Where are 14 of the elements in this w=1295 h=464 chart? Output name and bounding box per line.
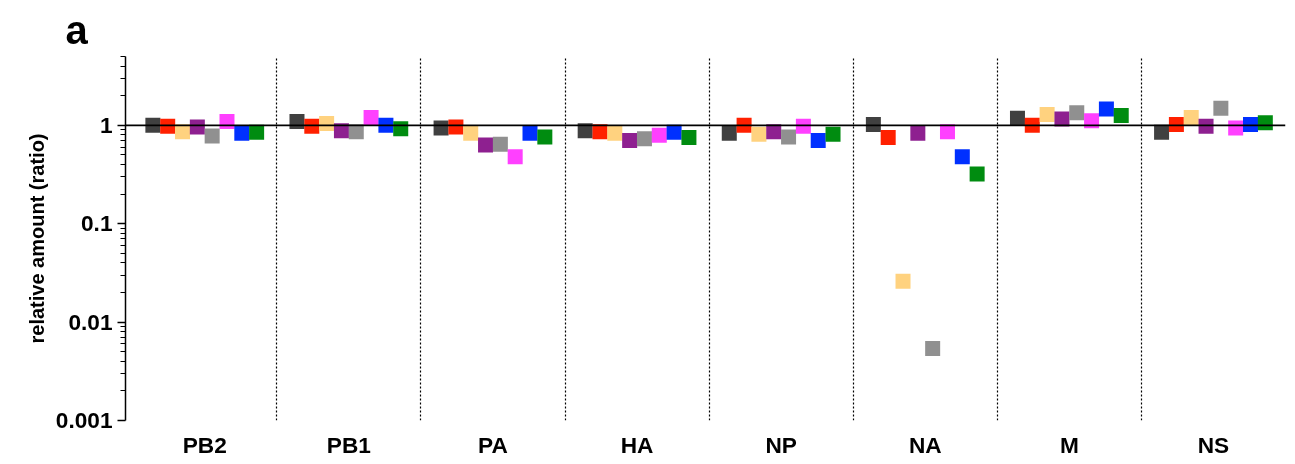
x-tick-label: PB2 [182, 431, 227, 458]
y-axis-title: relative amount (ratio) [25, 133, 48, 344]
x-tick-label: NS [1197, 431, 1230, 458]
chart-title: a [65, 7, 89, 52]
y-tick-label: 0.001 [55, 407, 113, 433]
y-tick-label: 1 [99, 111, 113, 138]
y-tick-label: 0.01 [68, 308, 113, 335]
x-tick-label: PB1 [326, 431, 371, 458]
x-tick-label: HA [620, 431, 654, 458]
y-tick-label: 0.1 [81, 210, 113, 237]
x-tick-label: NA [908, 431, 942, 458]
x-tick-label: M [1059, 431, 1079, 458]
x-tick-label: PA [478, 431, 508, 458]
x-tick-label: NP [765, 431, 797, 458]
